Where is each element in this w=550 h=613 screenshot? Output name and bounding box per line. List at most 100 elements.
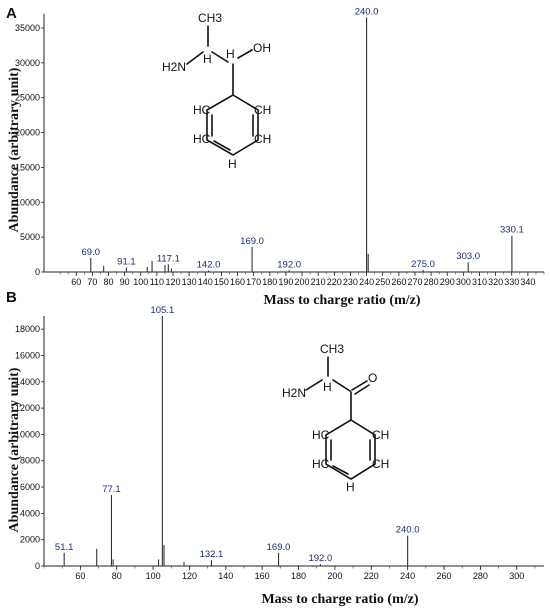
panel-a-x-tick-label: 230: [343, 277, 358, 287]
panel-b-y-tick-label: 4000: [20, 508, 40, 518]
panel-b-y-tick-label: 2000: [20, 535, 40, 545]
panel-a-y-tick-label: 20000: [15, 128, 40, 138]
panel-a-x-tick-label: 170: [246, 277, 261, 287]
panel-b-atom-ch3: CH3: [320, 342, 344, 356]
panel-b-peak-label: 77.1: [102, 484, 121, 495]
panel-b-atom-h2n: H2N: [282, 386, 306, 400]
panel-b-plot: 0 2000 4000 6000 8000 10000 12000 14000 16000 180…: [15, 305, 544, 581]
panel-a-x-tick-label: 320: [488, 277, 503, 287]
panel-a-x-axis-label: Mass to charge ratio (m/z): [263, 293, 420, 308]
panel-a-atom-h2n: H2N: [162, 60, 186, 74]
panel-b-peak-label: 51.1: [55, 542, 74, 553]
panel-a-y-axis-label: Abundance (arbitrary unit): [7, 67, 22, 232]
panel-b-atom-hc1: HC: [312, 428, 330, 442]
panel-a-peak-label: 117.1: [157, 253, 180, 264]
panel-a-x-tick-label: 180: [262, 277, 277, 287]
panel-b-y-axis-label: Abundance (arbitrary unit): [7, 367, 22, 532]
panel-b-y-tick-label: 16000: [15, 350, 40, 360]
panel-b-peak-label: 240.0: [396, 525, 420, 536]
panel-b-y-tick-label: 10000: [15, 429, 40, 439]
panel-a-atom-ch3: CH3: [198, 11, 222, 25]
panel-a-x-tick-label: 210: [311, 277, 326, 287]
panel-a-peak-label: 142.0: [197, 260, 221, 271]
panel-a-plot: 0 5000 10000 15000 20000 25000 30000 35000 60 70 8…: [15, 6, 545, 287]
panel-a-x-tick-label: 330: [504, 277, 519, 287]
panel-a-molecule: CH3 H2N H H OH HC CH HC CH H: [162, 11, 271, 171]
panel-a-atom-h3: H: [228, 157, 237, 171]
panel-a-axes: [43, 14, 544, 273]
panel-b-x-tick-label: 300: [509, 571, 524, 581]
panel-a-atom-h2: H: [226, 47, 235, 61]
panel-a-x-tick-label: 260: [391, 277, 406, 287]
panel-a-x-tick-label: 160: [230, 277, 245, 287]
panel-a-x-tick-label: 70: [87, 277, 97, 287]
panel-a-x-tick-label: 220: [327, 277, 342, 287]
panel-b-x-tick-label: 280: [473, 571, 488, 581]
panel-a-peak-label: 240.0: [355, 6, 379, 17]
panel-a: A 0 5000 10000 15000 20000 25000 30000 35000 60 7…: [6, 5, 545, 308]
panel-a-peak-label: 169.0: [240, 236, 264, 247]
panel-a-y-tick-label: 35000: [15, 23, 40, 33]
panel-a-x-tick-label: 280: [424, 277, 439, 287]
panel-a-x-tick-label: 340: [520, 277, 535, 287]
panel-a-atom-ch2: CH: [254, 132, 271, 146]
panel-b-y-tick-label: 12000: [15, 403, 40, 413]
panel-b-atom-o: O: [368, 371, 377, 385]
panel-b-x-tick-label: 200: [327, 571, 342, 581]
panel-a-y-tick-label: 5000: [20, 232, 40, 242]
panel-b-molecule: CH3 H2N H O HC CH HC CH H: [282, 342, 389, 494]
panel-b-x-tick-label: 180: [291, 571, 306, 581]
panel-b-x-tick-label: 80: [112, 571, 122, 581]
panel-a-x-tick-label: 290: [440, 277, 455, 287]
panel-b-peak-label: 192.0: [308, 553, 332, 564]
panel-b-x-tick-label: 60: [75, 571, 85, 581]
panel-b-x-tick-label: 160: [255, 571, 270, 581]
panel-b-atom-ch1: CH: [372, 428, 389, 442]
panel-b-atom-h2: H: [346, 480, 355, 494]
panel-a-x-tick-label: 240: [359, 277, 374, 287]
panel-a-letter: A: [6, 5, 17, 22]
panel-b-y-tick-label: 18000: [15, 324, 40, 334]
panel-b-y-tick-label: 14000: [15, 377, 40, 387]
panel-a-y-tick-label: 10000: [15, 197, 40, 207]
panel-a-x-tick-label: 150: [214, 277, 229, 287]
panel-a-atom-hc2: HC: [193, 132, 211, 146]
panel-a-y-tick-label: 25000: [15, 93, 40, 103]
panel-a-peak-label: 69.0: [82, 247, 101, 258]
panel-a-peak-label: 303.0: [456, 251, 480, 262]
panel-a-atom-hc1: HC: [193, 103, 211, 117]
panel-a-x-tick-label: 120: [166, 277, 181, 287]
panel-a-x-tick-label: 130: [182, 277, 197, 287]
panel-a-x-tick-label: 190: [278, 277, 293, 287]
panel-a-x-tick-label: 250: [375, 277, 390, 287]
panel-b-x-tick-label: 220: [364, 571, 379, 581]
panel-b-peak-label: 105.1: [150, 305, 174, 316]
panel-b-atom-h: H: [323, 380, 332, 394]
panel-a-x-tick-label: 310: [472, 277, 487, 287]
panel-b-atom-hc2: HC: [312, 457, 330, 471]
panel-a-x-tick-label: 140: [198, 277, 213, 287]
panel-a-peak-label: 330.1: [500, 225, 524, 236]
panel-b-x-tick-label: 100: [146, 571, 161, 581]
panel-a-y-tick-label: 0: [35, 267, 40, 277]
panel-b-y-tick-label: 8000: [20, 456, 40, 466]
panel-a-y-tick-label: 15000: [15, 162, 40, 172]
panel-b-x-tick-label: 260: [436, 571, 451, 581]
panel-a-peak-label: 192.0: [277, 259, 301, 270]
panel-b-x-tick-label: 140: [218, 571, 233, 581]
panel-a-x-tick-label: 200: [295, 277, 310, 287]
panel-a-atom-oh: OH: [253, 41, 271, 55]
panel-b-y-tick-label: 6000: [20, 482, 40, 492]
panel-a-x-tick-label: 110: [150, 277, 164, 287]
panel-a-peak-label: 275.0: [411, 259, 435, 270]
panel-b-y-tick-label: 0: [35, 561, 40, 571]
panel-b-peak-label: 169.0: [267, 542, 291, 553]
panel-b: B 0 2000 4000 6000 8000 10000 12000 14000 16000 1…: [6, 289, 544, 607]
panel-a-y-tick-label: 30000: [15, 58, 40, 68]
panel-a-x-tick-label: 270: [407, 277, 422, 287]
panel-b-atom-ch2: CH: [372, 457, 389, 471]
panel-b-peak-label: 132.1: [200, 549, 224, 560]
panel-a-x-tick-label: 80: [104, 277, 114, 287]
panel-b-x-tick-label: 120: [182, 571, 197, 581]
